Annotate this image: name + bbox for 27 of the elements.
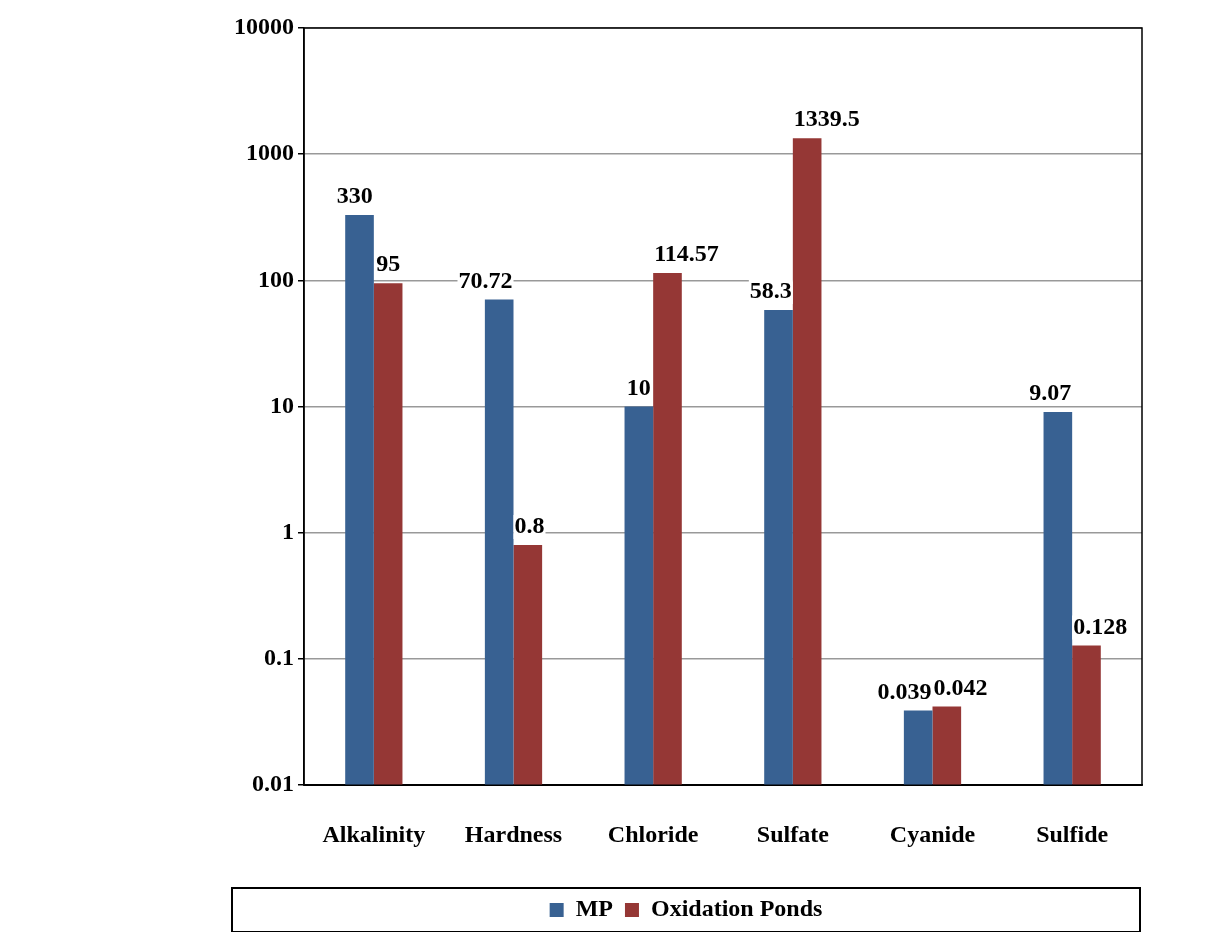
legend-label: Oxidation Ponds xyxy=(650,895,823,922)
data-label: 9.07 xyxy=(1029,379,1072,406)
data-label: 330 xyxy=(336,182,373,209)
data-label: 58.3 xyxy=(749,277,792,304)
x-tick-label: Cyanide xyxy=(889,820,976,847)
y-tick-label: 1 xyxy=(282,518,294,544)
data-label: 0.8 xyxy=(514,512,545,539)
x-tick-label: Alkalinity xyxy=(322,820,426,847)
y-tick-label: 100 xyxy=(258,265,294,292)
data-label: 10 xyxy=(626,373,651,400)
legend-label: MP xyxy=(575,895,613,922)
y-tick-label: 10000 xyxy=(234,13,294,40)
data-label: 0.042 xyxy=(933,673,988,700)
data-label: 1339.5 xyxy=(793,105,860,132)
x-tick-label: Sulfate xyxy=(756,820,830,847)
x-tick-label: Hardness xyxy=(464,820,563,847)
data-label: 70.72 xyxy=(458,266,513,293)
x-tick-label: Sulfide xyxy=(1036,820,1109,847)
y-tick-label: 0.01 xyxy=(252,770,294,797)
data-label: 0.128 xyxy=(1073,612,1128,639)
x-tick-label: Chloride xyxy=(607,820,699,847)
data-label: 114.57 xyxy=(654,240,719,267)
y-tick-label: 1000 xyxy=(246,139,294,166)
y-tick-label: 10 xyxy=(270,391,294,418)
y-tick-label: 0.1 xyxy=(264,644,294,671)
data-label: 0.039 xyxy=(877,677,932,704)
data-label: 95 xyxy=(376,250,401,277)
